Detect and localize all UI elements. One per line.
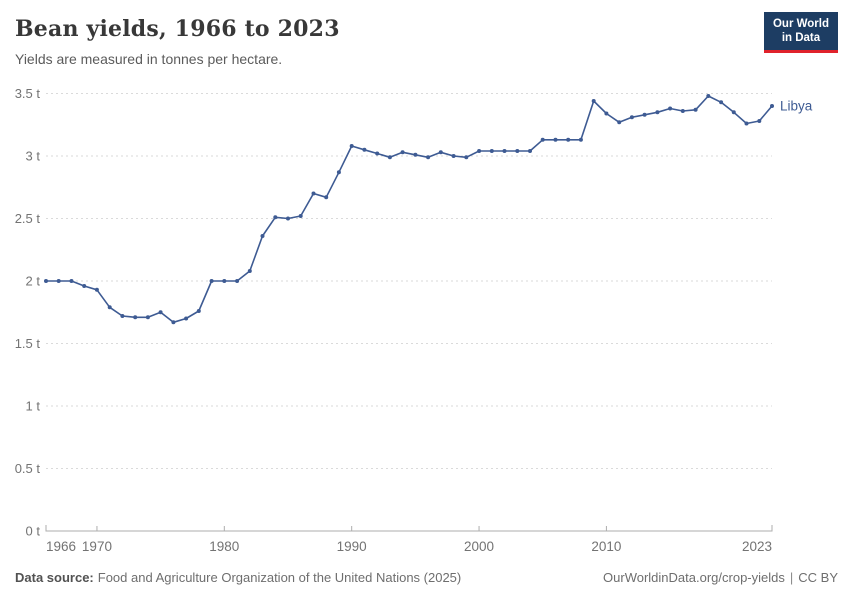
- data-point[interactable]: [235, 279, 240, 283]
- footer-right: OurWorldinData.org/crop-yields | CC BY: [603, 570, 838, 585]
- data-point[interactable]: [413, 152, 418, 157]
- data-point[interactable]: [540, 137, 545, 142]
- data-point[interactable]: [56, 279, 61, 283]
- data-point[interactable]: [69, 279, 74, 283]
- y-tick-label: 1 t: [26, 399, 41, 414]
- data-point[interactable]: [502, 149, 507, 153]
- data-point[interactable]: [578, 137, 583, 142]
- owid-logo[interactable]: Our World in Data: [763, 12, 838, 53]
- data-point[interactable]: [655, 110, 660, 115]
- x-tick-label: 2010: [591, 539, 621, 554]
- x-tick-label: 1990: [337, 539, 367, 554]
- data-point[interactable]: [731, 110, 736, 115]
- data-point[interactable]: [528, 149, 532, 153]
- data-point[interactable]: [336, 170, 341, 175]
- footer-link[interactable]: OurWorldinData.org/crop-yields: [603, 570, 785, 585]
- data-point[interactable]: [515, 149, 520, 153]
- y-tick-label: 2.5 t: [15, 211, 41, 226]
- data-point[interactable]: [553, 137, 558, 142]
- data-point[interactable]: [757, 119, 762, 123]
- data-point[interactable]: [82, 284, 87, 288]
- chart-subtitle: Yields are measured in tonnes per hectar…: [15, 51, 283, 67]
- data-point[interactable]: [94, 287, 99, 292]
- data-point[interactable]: [44, 279, 48, 283]
- data-point[interactable]: [247, 269, 252, 273]
- data-source-label: Data source:: [15, 570, 94, 585]
- data-point[interactable]: [706, 94, 711, 98]
- data-point[interactable]: [591, 99, 596, 103]
- data-point[interactable]: [145, 315, 150, 320]
- data-point[interactable]: [184, 316, 189, 321]
- data-point[interactable]: [426, 155, 431, 160]
- data-point[interactable]: [604, 111, 609, 116]
- series-line[interactable]: [46, 95, 773, 324]
- data-point[interactable]: [464, 155, 469, 160]
- data-point[interactable]: [629, 115, 634, 120]
- data-source: Data source: Food and Agriculture Organiz…: [15, 570, 461, 585]
- data-point[interactable]: [311, 191, 316, 196]
- data-point[interactable]: [286, 216, 290, 221]
- x-tick-label: 1966: [46, 539, 76, 554]
- data-point[interactable]: [362, 147, 367, 152]
- logo-line2: in Data: [781, 32, 821, 45]
- y-tick-label: 0.5 t: [15, 461, 41, 476]
- license-label: CC BY: [798, 570, 838, 585]
- logo-line1: Our World: [772, 18, 829, 30]
- data-point[interactable]: [273, 215, 278, 220]
- series-entity-label[interactable]: Libya: [780, 99, 813, 114]
- data-point[interactable]: [387, 155, 392, 160]
- page-title: Bean yields, 1966 to 2023: [15, 16, 340, 42]
- x-tick-label: 1980: [209, 539, 239, 554]
- data-point[interactable]: [222, 279, 227, 283]
- data-point[interactable]: [260, 234, 265, 238]
- data-point[interactable]: [120, 314, 125, 318]
- data-point[interactable]: [668, 106, 673, 111]
- data-point[interactable]: [617, 120, 622, 125]
- data-point[interactable]: [158, 310, 163, 315]
- data-point[interactable]: [209, 279, 214, 283]
- data-point[interactable]: [438, 150, 443, 155]
- x-tick-label: 2000: [464, 539, 494, 554]
- data-point[interactable]: [298, 214, 303, 218]
- data-point[interactable]: [349, 144, 354, 148]
- y-tick-label: 2 t: [26, 274, 41, 289]
- x-tick-label: 1970: [82, 539, 112, 554]
- data-point[interactable]: [770, 104, 774, 108]
- data-point[interactable]: [489, 149, 494, 153]
- data-source-text: Food and Agriculture Organization of the…: [97, 570, 462, 585]
- data-point[interactable]: [680, 109, 685, 113]
- data-point[interactable]: [400, 150, 405, 155]
- y-tick-label: 1.5 t: [15, 336, 41, 351]
- footer-separator: |: [789, 570, 794, 585]
- data-point[interactable]: [107, 305, 112, 310]
- x-axis-line: [45, 525, 773, 532]
- data-point[interactable]: [477, 149, 482, 153]
- data-point[interactable]: [693, 107, 698, 112]
- chart-header: Bean yields, 1966 to 2023 Yields are mea…: [15, 16, 340, 67]
- y-tick-label: 3 t: [26, 149, 41, 164]
- data-point[interactable]: [196, 309, 201, 313]
- data-point[interactable]: [719, 100, 724, 105]
- data-point[interactable]: [133, 315, 138, 320]
- y-tick-label: 0 t: [26, 524, 41, 539]
- line-chart-canvas[interactable]: 0 t 0.5 t 1 t 1.5 t 2 t 2.5 t 3 t 3.5 t 1966 1970…: [0, 80, 850, 558]
- chart-footer: Data source: Food and Agriculture Organiz…: [15, 570, 838, 585]
- data-point[interactable]: [744, 121, 749, 126]
- y-tick-label: 3.5 t: [15, 86, 41, 101]
- data-point[interactable]: [171, 320, 176, 325]
- data-point[interactable]: [451, 154, 456, 158]
- x-tick-label: 2023: [742, 539, 772, 554]
- data-point[interactable]: [642, 112, 647, 117]
- data-point[interactable]: [375, 151, 380, 156]
- data-point[interactable]: [324, 195, 329, 200]
- data-point[interactable]: [566, 137, 571, 142]
